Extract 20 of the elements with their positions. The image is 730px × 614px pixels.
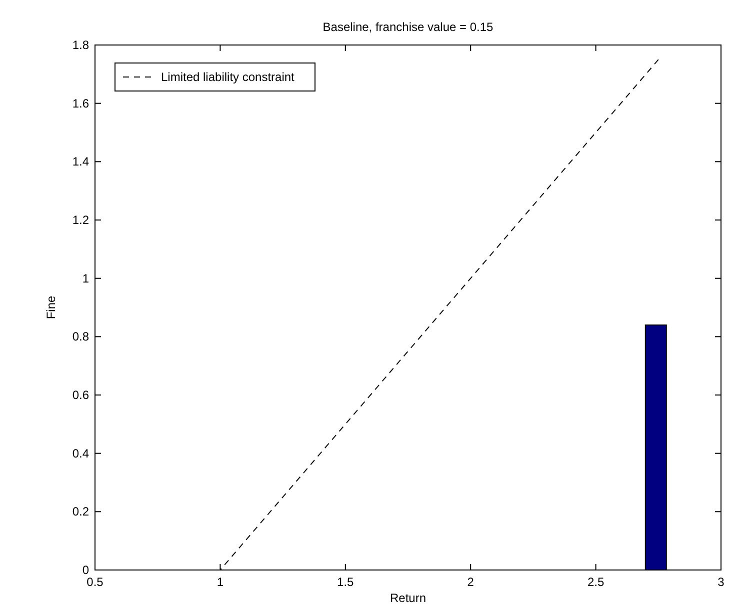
y-tick-label: 1 xyxy=(82,271,90,286)
y-tick-label: 1.6 xyxy=(72,96,90,110)
y-tick-label: 0.6 xyxy=(72,388,90,402)
y-tick-label: 0.4 xyxy=(72,446,90,460)
chart-title: Baseline, franchise value = 0.15 xyxy=(322,20,494,34)
x-tick-label: 2.5 xyxy=(587,575,604,589)
y-tick-label: 0.2 xyxy=(72,504,90,519)
x-tick-label: 3 xyxy=(718,575,725,589)
y-axis-title: Fine xyxy=(44,296,58,320)
x-tick-label: 2 xyxy=(467,575,474,589)
y-tick-label: 1.8 xyxy=(72,38,90,52)
x-tick-label: 1 xyxy=(216,575,224,589)
x-tick-label: 0.5 xyxy=(86,575,104,589)
y-tick-label: 0.8 xyxy=(72,330,90,344)
legend-label: Limited liability constraint xyxy=(161,70,296,84)
y-tick-label: 1.2 xyxy=(72,213,90,227)
x-tick-label: 1.5 xyxy=(337,575,354,589)
y-tick-label: 0 xyxy=(82,563,90,577)
y-tick-label: 1.4 xyxy=(72,154,90,169)
x-axis-title: Return xyxy=(390,591,426,605)
